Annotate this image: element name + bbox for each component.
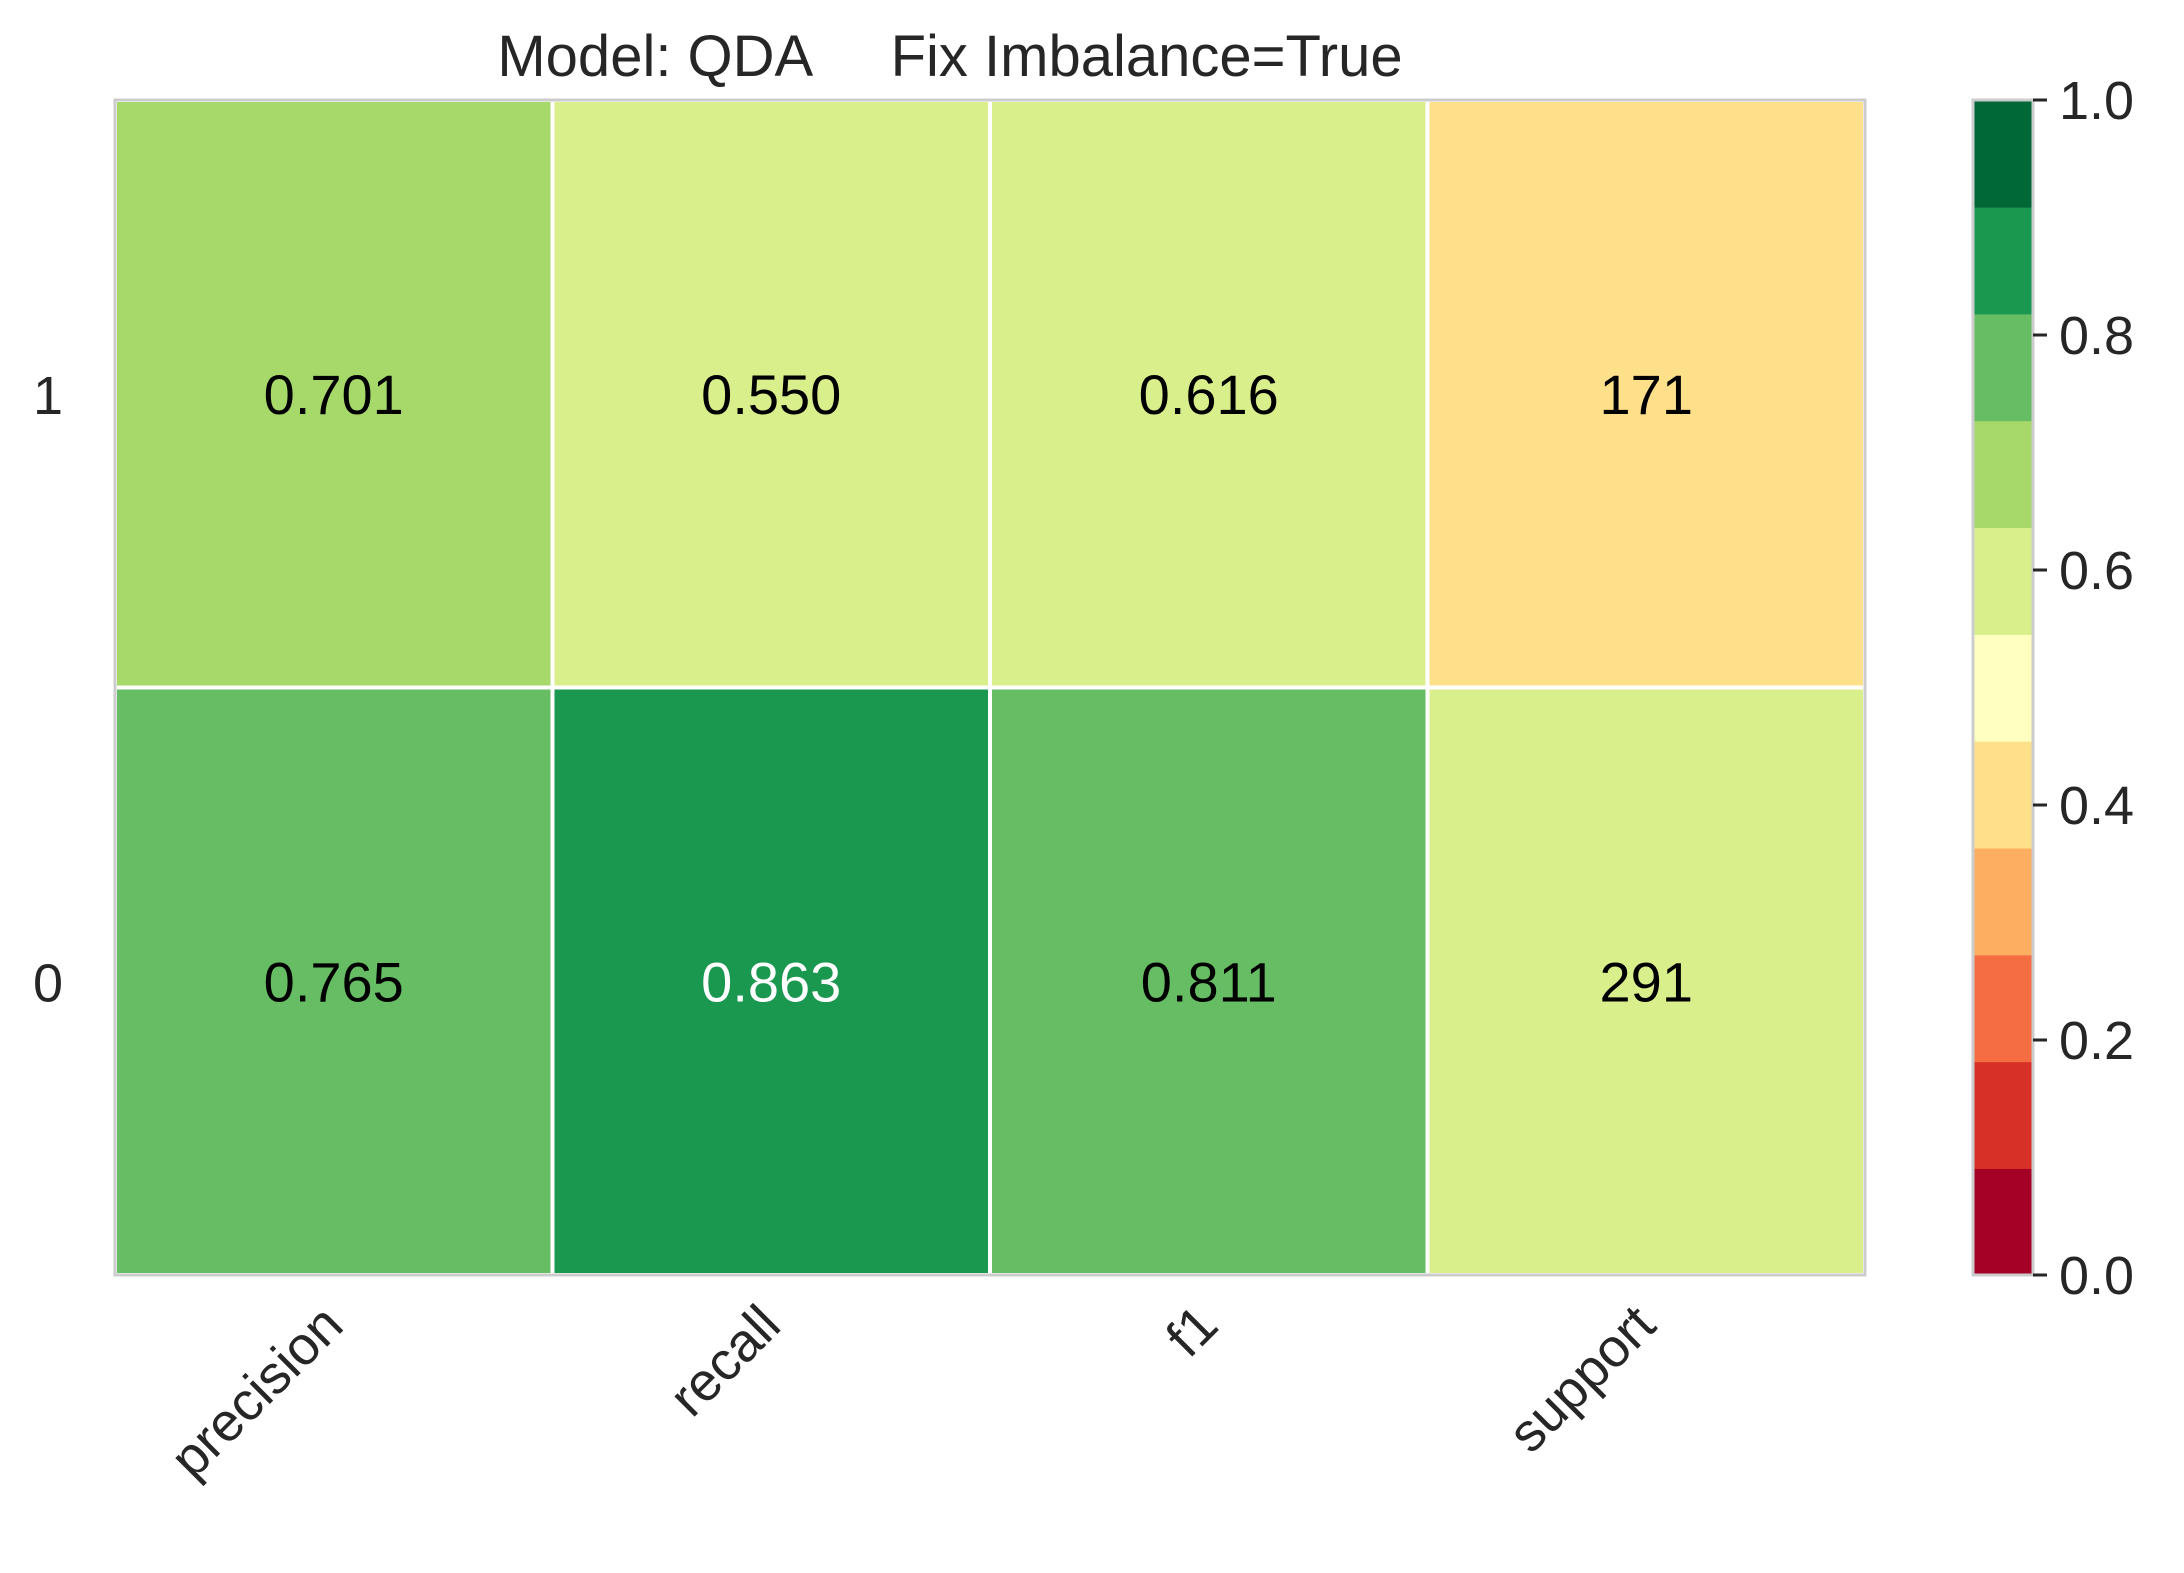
y-tick-label: 0 xyxy=(33,953,63,1013)
colorbar-tick-label: 0.6 xyxy=(2059,541,2134,601)
cell-value-label: 0.765 xyxy=(264,950,404,1013)
colorbar-segment xyxy=(1973,1061,2033,1169)
colorbar-tick-label: 0.4 xyxy=(2059,776,2134,836)
colorbar-segment xyxy=(1973,634,2033,742)
colorbar: 0.0 0.2 0.4 0.6 0.8 1.0 xyxy=(1971,71,2134,1306)
colorbar-segment xyxy=(1973,100,2033,208)
colorbar-frame xyxy=(1971,98,2035,1277)
colorbar-segment xyxy=(1973,740,2033,849)
heatmap-cell xyxy=(113,685,555,1277)
heatmap-cells xyxy=(113,98,1867,1277)
heatmap-cell xyxy=(1425,685,1867,1277)
x-tick-label: support xyxy=(1497,1294,1667,1464)
y-tick-label: 1 xyxy=(33,366,63,426)
cell-value-label: 171 xyxy=(1600,363,1693,426)
chart-title: Model: QDA Fix Imbalance=True xyxy=(497,24,1402,89)
heatmap-cell xyxy=(1425,98,1867,690)
cell-value-label: 0.616 xyxy=(1139,363,1279,426)
heatmap-cell xyxy=(550,98,992,690)
colorbar-segment xyxy=(1973,954,2033,1063)
heatmap-cell-labels: 0.701 0.550 0.616 171 0.765 0.863 0.811 291 xyxy=(264,363,1693,1014)
colorbar-segment xyxy=(1973,206,2033,315)
cell-value-label: 0.811 xyxy=(1141,950,1277,1013)
heatmap-cell xyxy=(113,98,555,690)
cell-value-label: 0.863 xyxy=(701,950,841,1013)
colorbar-segment xyxy=(1973,313,2033,422)
colorbar-tick-label: 0.8 xyxy=(2059,306,2134,366)
colorbar-tick-label: 1.0 xyxy=(2059,71,2134,131)
cell-value-label: 291 xyxy=(1600,950,1693,1013)
colorbar-segment xyxy=(1973,847,2033,956)
y-axis-tick-labels: 10 xyxy=(33,366,63,1014)
plot-frame xyxy=(113,98,1867,1277)
colorbar-segment xyxy=(1973,1168,2033,1276)
cell-value-label: 0.701 xyxy=(264,363,404,426)
colorbar-tick-label: 0.0 xyxy=(2059,1246,2134,1306)
colorbar-tick-label: 0.2 xyxy=(2059,1011,2134,1071)
colorbar-segment xyxy=(1973,527,2033,635)
x-axis-tick-labels: precision recall f1 support xyxy=(159,1294,1667,1489)
cell-value-label: 0.550 xyxy=(701,363,841,426)
x-tick-label: recall xyxy=(658,1294,792,1428)
x-tick-label: f1 xyxy=(1155,1294,1229,1368)
colorbar-segment xyxy=(1973,420,2033,529)
heatmap-cell xyxy=(550,685,992,1277)
x-tick-label: precision xyxy=(159,1294,354,1489)
